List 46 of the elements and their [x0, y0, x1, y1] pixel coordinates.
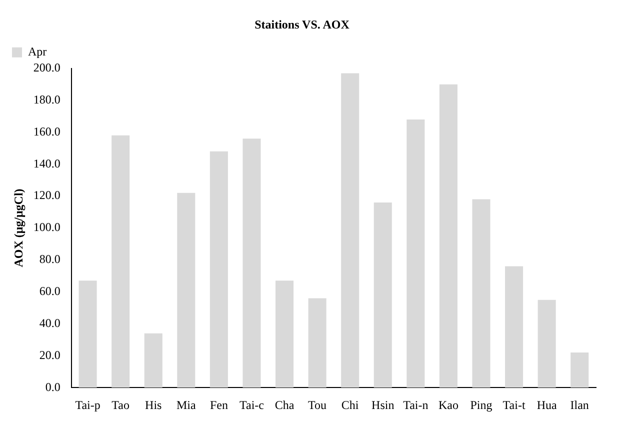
y-tick-label: 140.0	[33, 156, 60, 170]
bar	[78, 280, 97, 388]
bar	[570, 352, 589, 388]
x-tick-label: Kao	[438, 398, 458, 412]
bar	[505, 266, 524, 388]
x-tick-label: Hua	[536, 398, 558, 412]
bar	[439, 84, 458, 388]
y-tick-label: 100.0	[33, 220, 60, 234]
bar	[112, 135, 130, 388]
y-tick-label: 0.0	[45, 380, 60, 394]
legend-label: Apr	[28, 44, 47, 59]
bar	[406, 119, 425, 388]
bar	[374, 202, 392, 388]
bar	[308, 298, 326, 388]
x-tick-label: His	[145, 398, 162, 412]
y-axis-title: AOX (μg/μgCl)	[11, 188, 26, 268]
x-tick-label: Tai-p	[75, 398, 100, 412]
x-tick-label: Mia	[176, 398, 196, 412]
y-tick-label: 60.0	[39, 284, 60, 298]
x-tick-label: Ping	[470, 398, 492, 412]
y-tick-label: 120.0	[33, 188, 60, 202]
y-tick-label: 20.0	[39, 348, 60, 362]
x-tick-label: Ilan	[570, 398, 589, 412]
x-tick-label: Tai-c	[239, 398, 264, 412]
bar	[210, 151, 228, 388]
bar	[144, 333, 162, 388]
y-tick-label: 160.0	[33, 124, 60, 138]
y-tick-label: 40.0	[39, 316, 60, 330]
x-tick-label: Fen	[210, 398, 228, 412]
x-tick-label: Tou	[308, 398, 327, 412]
bar	[341, 73, 360, 388]
x-tick-label: Tai-t	[502, 398, 526, 412]
x-tick-label: Tai-n	[403, 398, 428, 412]
bar	[242, 138, 261, 388]
x-tick-label: Hsin	[372, 398, 394, 412]
y-tick-label: 180.0	[33, 92, 60, 106]
bar	[276, 280, 294, 388]
x-tick-label: Tao	[112, 398, 130, 412]
y-tick-label: 200.0	[33, 60, 60, 75]
x-tick-label: Chi	[341, 398, 360, 412]
bar	[538, 300, 556, 388]
bar	[472, 199, 490, 388]
chart-title: Staitions VS. AOX	[254, 17, 350, 32]
bar	[177, 192, 196, 388]
y-tick-label: 80.0	[39, 252, 60, 266]
x-tick-label: Cha	[274, 398, 295, 412]
